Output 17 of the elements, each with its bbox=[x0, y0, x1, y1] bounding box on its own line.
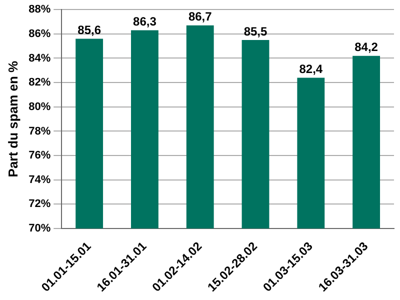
y-tick-label: 70% bbox=[28, 222, 51, 235]
y-tick-label: 80% bbox=[28, 100, 51, 113]
y-tick-label: 78% bbox=[28, 125, 51, 138]
y-tick-label: 74% bbox=[28, 174, 51, 186]
y-tick-label: 82% bbox=[28, 76, 51, 89]
y-tick-label: 88% bbox=[28, 4, 51, 16]
y-axis-title: Part du spam en % bbox=[5, 60, 20, 178]
y-tick-label: 72% bbox=[28, 198, 51, 210]
data-label: 85,6 bbox=[78, 23, 102, 38]
y-tick-label: 84% bbox=[28, 52, 51, 64]
data-label: 86,3 bbox=[133, 14, 157, 29]
data-label: 82,4 bbox=[299, 62, 323, 76]
y-tick-label: 76% bbox=[28, 150, 51, 162]
y-tick-label: 86% bbox=[28, 28, 51, 40]
data-label: 85,5 bbox=[244, 24, 268, 38]
data-label: 84,2 bbox=[354, 40, 378, 54]
data-label: 86,7 bbox=[188, 10, 212, 24]
